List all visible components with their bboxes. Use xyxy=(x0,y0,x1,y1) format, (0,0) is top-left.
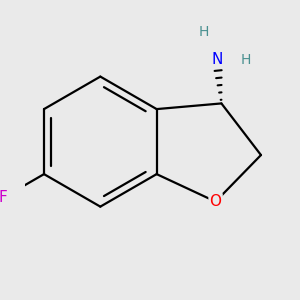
Text: H: H xyxy=(240,52,250,67)
Text: O: O xyxy=(210,194,222,209)
Text: N: N xyxy=(211,52,223,67)
Text: F: F xyxy=(0,190,8,205)
Text: H: H xyxy=(198,25,208,39)
